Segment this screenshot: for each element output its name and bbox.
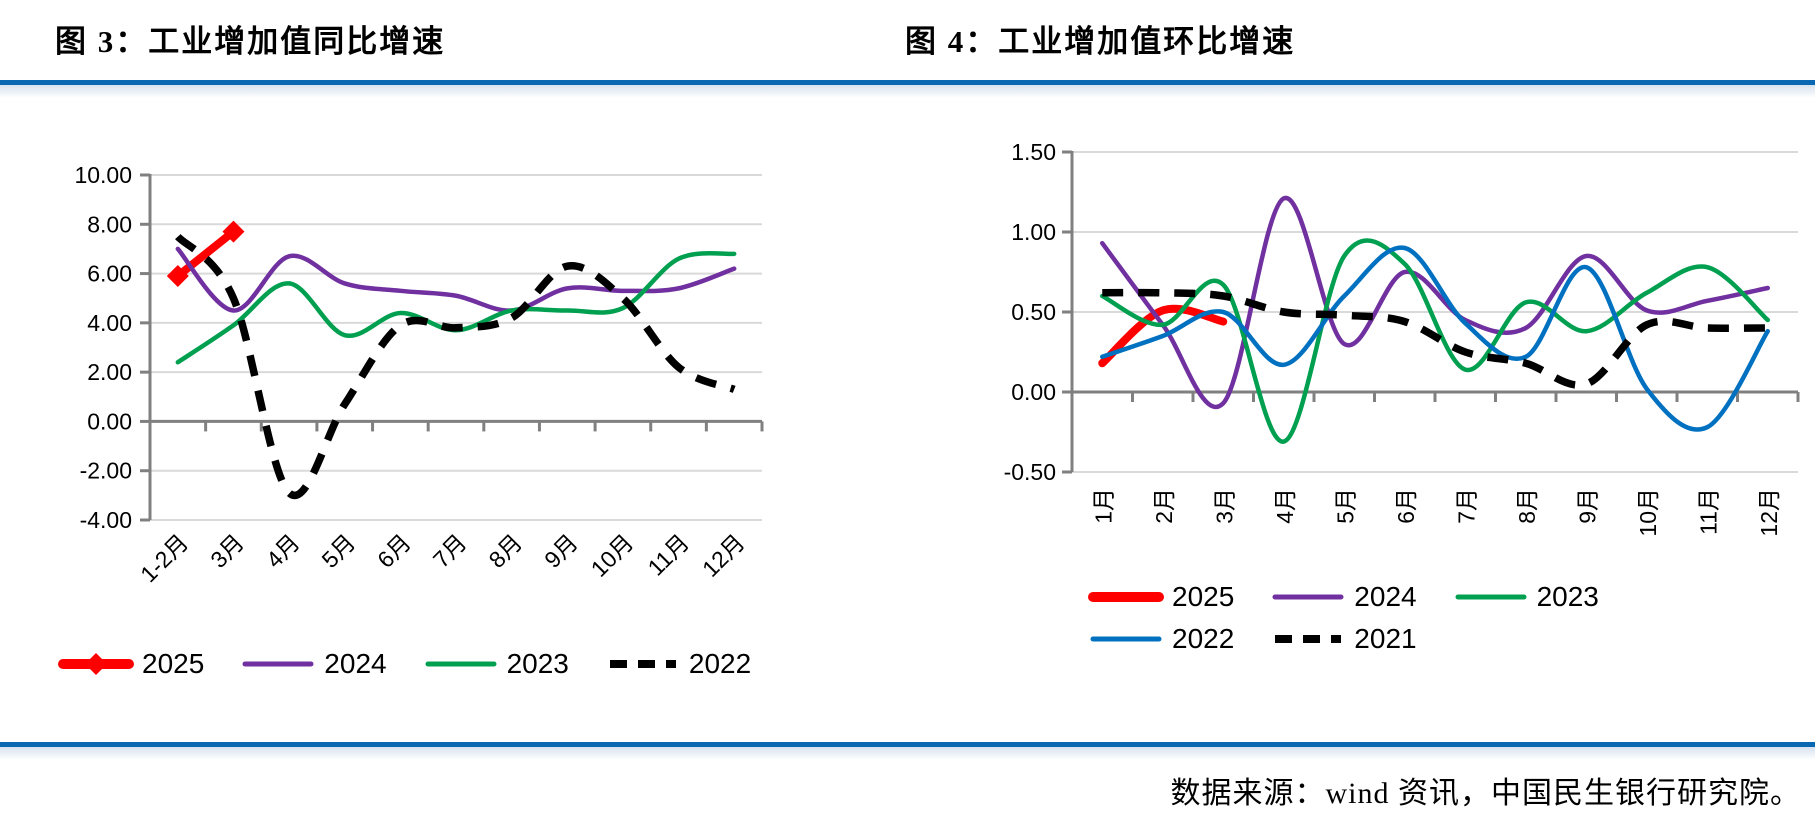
legend-swatch-2022 [1090,636,1162,642]
series-line-2024 [175,246,737,313]
legend-item-2024: 2024 [1270,581,1417,612]
x-tick-label: 8月 [1514,488,1540,524]
footer-divider-rule [0,742,1815,760]
x-tick-label: 11月 [1695,488,1721,535]
x-tick-label: 4月 [1272,488,1298,524]
x-axis-tick-labels: 1月 2月 3月 4月 5月 6月 7月 8月 9月 10月 11月 12月 [1090,488,1782,537]
legend-swatch-2023 [1455,594,1527,600]
x-tick-label: 8月 [483,529,527,573]
series-line-2023 [175,250,737,365]
x-tick-label: 10月 [586,529,639,582]
legend-label: 2025 [142,648,205,679]
x-tick-label: 11月 [643,529,695,581]
figure4-legend: 2025 2024 2023 2022 2021 [1088,583,1635,653]
series-line-2021 [1102,288,1768,389]
legend-swatch-2024 [1272,594,1344,600]
y-tick-label: -0.50 [1004,459,1056,485]
x-tick-label: 6月 [372,529,416,573]
figure3-legend: 2025 2024 2023 2022 [58,650,787,678]
legend-item-2022: 2022 [605,650,751,678]
axes [140,173,764,522]
legend-item-2023: 2023 [423,650,569,678]
y-axis-tick-labels: 1.50 1.00 0.50 0.00 -0.50 [1004,139,1056,485]
y-tick-label: 4.00 [87,310,132,336]
header-divider-rule [0,80,1815,98]
legend-item-2024: 2024 [240,648,387,679]
x-tick-label: 4月 [261,529,305,573]
legend-row: 2025 2024 2023 [1088,583,1635,611]
x-tick-label: 5月 [317,529,361,573]
series-line-2022 [175,233,736,500]
legend-label: 2025 [1172,581,1235,612]
x-tick-label: 9月 [539,529,583,573]
y-tick-label: 1.00 [1011,219,1056,245]
figure3-title: 图 3：工业增加值同比增速 [55,24,446,59]
series-line-2025 [166,220,245,288]
y-tick-label: 10.00 [74,162,132,188]
legend-label: 2023 [506,648,569,679]
y-tick-label: 8.00 [87,211,132,237]
y-tick-label: 0.00 [1011,379,1056,405]
y-tick-label: -4.00 [80,507,132,533]
y-tick-label: 0.50 [1011,299,1056,325]
series-line-2023 [1100,238,1770,444]
series-line-2024 [1100,196,1770,409]
x-tick-label: 10月 [1635,488,1661,537]
legend-swatch-2022 [609,660,676,668]
x-tick-label: 7月 [428,529,472,573]
axes [1062,150,1800,474]
legend-swatch-2025 [58,653,134,675]
x-tick-label: 3月 [1211,488,1237,524]
x-tick-label: 7月 [1453,488,1479,524]
legend-label: 2024 [1354,581,1417,612]
legend-item-2025: 2025 [1088,583,1234,611]
x-tick-label: 6月 [1393,488,1419,524]
y-tick-label: 1.50 [1011,139,1056,165]
legend-item-2023: 2023 [1453,583,1599,611]
figure3-chart-plot: 10.00 8.00 6.00 4.00 2.00 0.00 -2.00 -4.001-2月 3… [74,162,764,587]
y-tick-label: 0.00 [87,408,132,434]
x-tick-label: 5月 [1332,488,1358,524]
legend-label: 2022 [688,648,752,679]
y-tick-label: 6.00 [87,261,132,287]
x-axis-tick-labels: 1-2月 3月 4月 5月 6月 7月 8月 9月 10月 11月 12月 [135,529,750,587]
diamond-marker [222,220,245,243]
legend-row: 2025 2024 2023 2022 [58,650,787,678]
series-line-2022 [1100,245,1770,432]
legend-swatch-2025 [1088,592,1164,602]
source-note: 数据来源：wind 资讯，中国民生银行研究院。 [1170,777,1801,810]
legend-swatch-2024 [242,661,314,667]
legend-label: 2022 [1172,623,1235,654]
legend-label: 2023 [1536,581,1599,612]
figure4-title: 图 4：工业增加值环比增速 [905,24,1296,59]
x-tick-label: 1-2月 [135,529,193,587]
legend-label: 2024 [324,648,387,679]
x-tick-label: 12月 [1756,488,1782,537]
diamond-marker [166,265,189,288]
gridlines [150,174,762,521]
legend-item-2022: 2022 [1088,625,1234,653]
legend-swatch-2021 [1275,635,1342,643]
legend-item-2021: 2021 [1270,623,1417,654]
y-axis-tick-labels: 10.00 8.00 6.00 4.00 2.00 0.00 -2.00 -4.00 [74,162,132,533]
x-tick-label: 2月 [1151,488,1177,524]
x-tick-label: 9月 [1574,488,1600,524]
y-tick-label: -2.00 [80,458,132,484]
x-tick-label: 12月 [697,529,750,582]
x-tick-label: 1月 [1090,488,1116,524]
x-tick-label: 3月 [205,529,249,573]
legend-swatch-2023 [425,661,497,667]
legend-label: 2021 [1354,623,1417,654]
legend-row: 2022 2021 [1088,625,1635,653]
diamond-marker [85,653,107,675]
legend-item-2025: 2025 [58,650,204,678]
y-tick-label: 2.00 [87,359,132,385]
